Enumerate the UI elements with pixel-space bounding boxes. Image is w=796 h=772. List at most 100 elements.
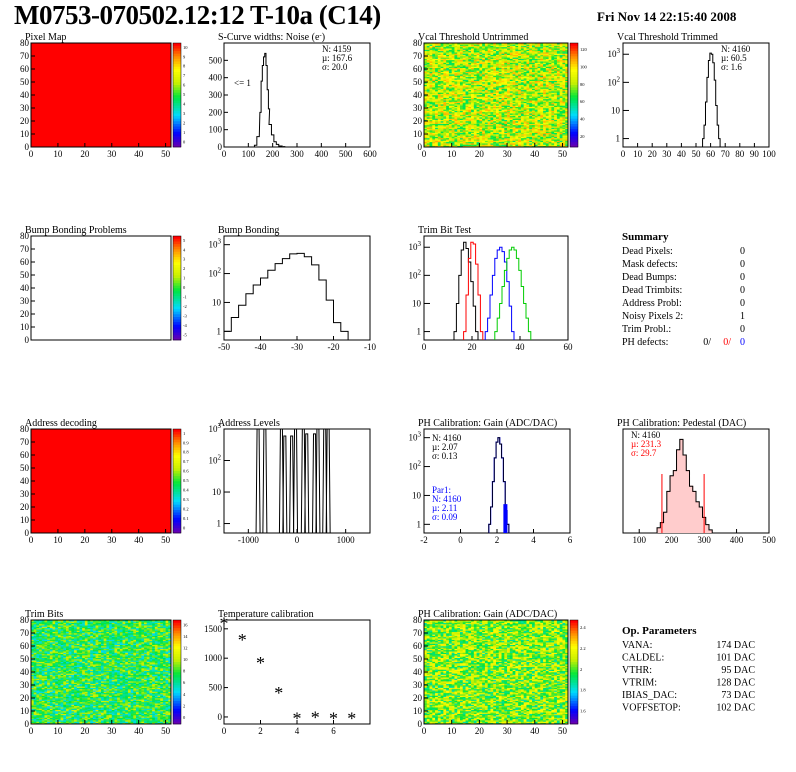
vcal_untrimmed-cell [426, 91, 430, 93]
vcal_untrimmed-cell [468, 109, 472, 111]
vcal_untrimmed-cell [448, 141, 452, 144]
vcal_untrimmed-palette-step [570, 128, 578, 132]
vcal_untrimmed-cell [432, 124, 436, 127]
vcal_untrimmed-cell [443, 78, 447, 80]
vcal_untrimmed-cell [454, 69, 458, 71]
vcal_untrimmed-cell [462, 126, 466, 128]
bump_bonding_problems-palette-step [173, 236, 181, 239]
vcal_untrimmed-cell [448, 84, 452, 87]
vcal_untrimmed-cell [468, 87, 472, 89]
vcal_untrimmed-cell [465, 53, 469, 55]
vcal_untrimmed-cell [437, 85, 441, 88]
vcal_untrimmed-cell [432, 87, 436, 89]
vcal_untrimmed-cell [443, 62, 447, 65]
vcal_untrimmed-cell [465, 108, 469, 110]
vcal_untrimmed-cell [424, 100, 428, 102]
pixel_map-palette-label: 2 [183, 120, 185, 125]
vcal_untrimmed-cell [468, 115, 472, 118]
vcal_untrimmed-cell [465, 101, 469, 104]
vcal_untrimmed-cell [424, 46, 428, 49]
pixel_map-palette-step [173, 89, 181, 93]
vcal_untrimmed-cell [465, 83, 469, 85]
vcal_untrimmed-cell [437, 140, 441, 143]
vcal_untrimmed-cell [451, 139, 455, 141]
vcal_untrimmed-cell [448, 93, 452, 96]
vcal_untrimmed-cell [429, 95, 433, 97]
vcal_untrimmed-cell [468, 97, 472, 100]
vcal_untrimmed-cell [435, 114, 439, 117]
vcal_untrimmed-cell [429, 63, 433, 66]
vcal_untrimmed-cell [435, 49, 439, 52]
vcal_untrimmed-cell [429, 69, 433, 71]
vcal_untrimmed-cell [465, 113, 469, 115]
vcal_untrimmed-cell [468, 75, 472, 78]
vcal_untrimmed-cell [460, 117, 464, 119]
vcal_untrimmed-cell [462, 108, 466, 110]
vcal_untrimmed-cell [460, 76, 464, 79]
vcal_untrimmed-cell [451, 140, 455, 143]
vcal_untrimmed-cell [465, 84, 469, 87]
ph_gain-stat: σ: 0.13 [432, 451, 458, 461]
vcal_untrimmed-cell [435, 89, 439, 92]
trim_bit_test-title: Trim Bit Test [418, 225, 471, 236]
vcal_untrimmed-cell [429, 131, 433, 133]
bump_bonding_problems-ytick-label: 0 [25, 335, 30, 345]
vcal_untrimmed-cell [443, 123, 447, 126]
vcal_untrimmed-cell [429, 140, 433, 143]
pixel_map-palette-label: 1 [183, 130, 185, 135]
vcal_untrimmed-cell [440, 139, 444, 141]
vcal_untrimmed-cell [451, 98, 455, 101]
vcal_trimmed-ytick-exp: 2 [617, 75, 621, 83]
vcal_untrimmed-xtick-label: 10 [447, 149, 457, 159]
vcal_untrimmed-cell [454, 134, 458, 136]
vcal_untrimmed-cell [446, 132, 450, 135]
trim_bit_test-xtick-label: 20 [468, 342, 478, 352]
vcal_untrimmed-cell [424, 59, 428, 62]
vcal_untrimmed-cell [462, 80, 466, 83]
trim_bit_test-xtick-label: 60 [564, 342, 574, 352]
vcal_untrimmed-cell [443, 124, 447, 127]
vcal_untrimmed-cell [451, 84, 455, 87]
bump_bonding_problems-palette-step [173, 280, 181, 284]
vcal_untrimmed-cell [443, 127, 447, 130]
vcal_untrimmed-cell [426, 136, 430, 139]
vcal_untrimmed-cell [460, 65, 464, 67]
address_decoding-palette-step [173, 470, 181, 474]
bump_bonding_problems-palette-step [173, 264, 181, 268]
address_levels-ytick-exp: 3 [218, 422, 222, 430]
vcal_untrimmed-cell [451, 119, 455, 122]
vcal_untrimmed-cell [454, 100, 458, 102]
vcal_untrimmed-cell [460, 43, 464, 45]
trim_bit_test-ytick-label: 103 [409, 240, 422, 252]
address_decoding-xtick-label: 20 [80, 535, 90, 545]
vcal_untrimmed-cell [457, 144, 461, 146]
vcal_untrimmed-cell [435, 136, 439, 139]
vcal_untrimmed-cell [462, 76, 466, 79]
vcal_untrimmed-cell [468, 70, 472, 72]
vcal_untrimmed-cell [432, 45, 436, 48]
pixel_map-xtick-label: 10 [53, 149, 63, 159]
vcal_untrimmed-cell [460, 54, 464, 57]
vcal_untrimmed-cell [454, 141, 458, 144]
vcal_untrimmed-cell [454, 61, 458, 63]
bump_bonding-ytick-label: 10 [212, 297, 222, 307]
vcal_untrimmed-cell [429, 122, 433, 124]
vcal_untrimmed-cell [465, 114, 469, 117]
vcal_untrimmed-cell [468, 114, 472, 117]
vcal_untrimmed-cell [440, 93, 444, 96]
vcal_untrimmed-cell [460, 139, 464, 141]
vcal_untrimmed-cell [446, 123, 450, 126]
vcal_untrimmed-cell [432, 97, 436, 100]
vcal_untrimmed-cell [429, 59, 433, 62]
vcal_untrimmed-cell [462, 96, 466, 98]
vcal_untrimmed-cell [426, 83, 430, 85]
vcal_untrimmed-cell [426, 104, 430, 106]
scurve_noise-stat: µ: 167.6 [322, 53, 353, 63]
vcal_untrimmed-cell [440, 101, 444, 104]
vcal_untrimmed-cell [443, 113, 447, 115]
vcal_untrimmed-cell [435, 87, 439, 89]
vcal_untrimmed-cell [429, 71, 433, 74]
vcal_untrimmed-cell [435, 79, 439, 81]
vcal_untrimmed-cell [443, 96, 447, 98]
